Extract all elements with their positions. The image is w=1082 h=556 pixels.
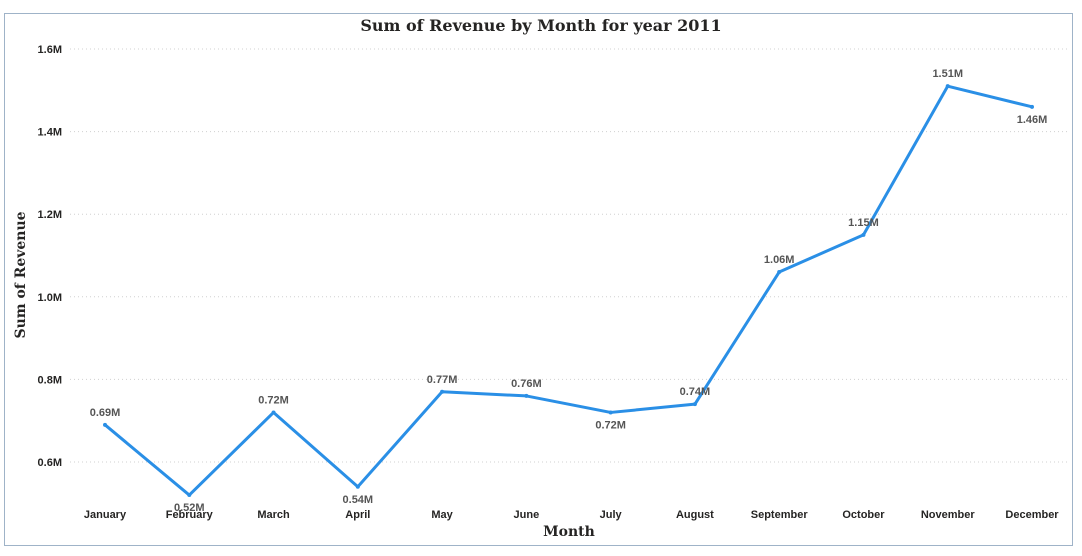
x-tick-label: October [842, 509, 885, 521]
series-line [103, 84, 1034, 497]
data-point[interactable] [271, 410, 276, 415]
chart-frame [4, 13, 1073, 546]
data-point[interactable] [692, 402, 697, 407]
data-point[interactable] [1030, 104, 1034, 109]
data-label: 1.06M [764, 254, 795, 266]
series-layer [103, 84, 1034, 497]
x-tick-label: April [345, 509, 370, 521]
y-tick-label: 1.6M [38, 44, 62, 56]
data-label: 1.15M [848, 217, 879, 229]
data-point[interactable] [524, 393, 529, 398]
data-label: 0.72M [258, 394, 289, 406]
data-label: 0.54M [343, 494, 374, 506]
data-label: 0.77M [427, 374, 458, 386]
y-axis-ticks: 0.6M 0.8M 1.0M 1.2M 1.4M 1.6M [38, 44, 62, 469]
y-tick-label: 1.4M [38, 127, 62, 139]
x-tick-label: September [751, 509, 809, 521]
chart-title: Sum of Revenue by Month for year 2011 [360, 16, 722, 35]
data-label: 0.52M [174, 502, 205, 514]
data-label: 1.46M [1017, 114, 1048, 126]
x-tick-label: December [1005, 509, 1059, 521]
x-tick-label: February [166, 509, 214, 521]
data-label: 0.76M [511, 378, 542, 390]
y-tick-label: 0.6M [38, 457, 62, 469]
data-point[interactable] [103, 422, 107, 427]
data-label: 0.74M [680, 386, 711, 398]
data-label: 0.72M [595, 419, 626, 431]
data-point[interactable] [187, 493, 192, 498]
gridlines [70, 48, 1068, 463]
x-tick-label: May [431, 509, 453, 521]
x-tick-label: June [514, 509, 540, 521]
data-label: 1.51M [932, 68, 963, 80]
x-axis-ticks: January February March April May June July Augu… [84, 509, 1059, 521]
x-tick-label: November [921, 509, 976, 521]
x-axis-title: Month [543, 524, 595, 540]
data-point[interactable] [777, 270, 782, 275]
data-labels: 0.69M 0.52M 0.72M 0.54M 0.77M 0.76M 0.72M 0.74M… [90, 68, 1048, 514]
x-tick-label: July [600, 509, 623, 521]
y-tick-label: 1.2M [38, 209, 62, 221]
x-tick-label: August [676, 509, 714, 521]
y-tick-label: 0.8M [38, 374, 62, 386]
x-tick-label: March [257, 509, 290, 521]
data-point[interactable] [861, 232, 866, 237]
data-points [103, 84, 1034, 498]
data-point[interactable] [608, 410, 613, 415]
data-label: 0.69M [90, 407, 121, 419]
y-tick-label: 1.0M [38, 292, 62, 304]
x-tick-label: January [84, 509, 127, 521]
data-point[interactable] [440, 389, 445, 394]
data-point[interactable] [355, 484, 360, 489]
data-point[interactable] [945, 84, 950, 89]
